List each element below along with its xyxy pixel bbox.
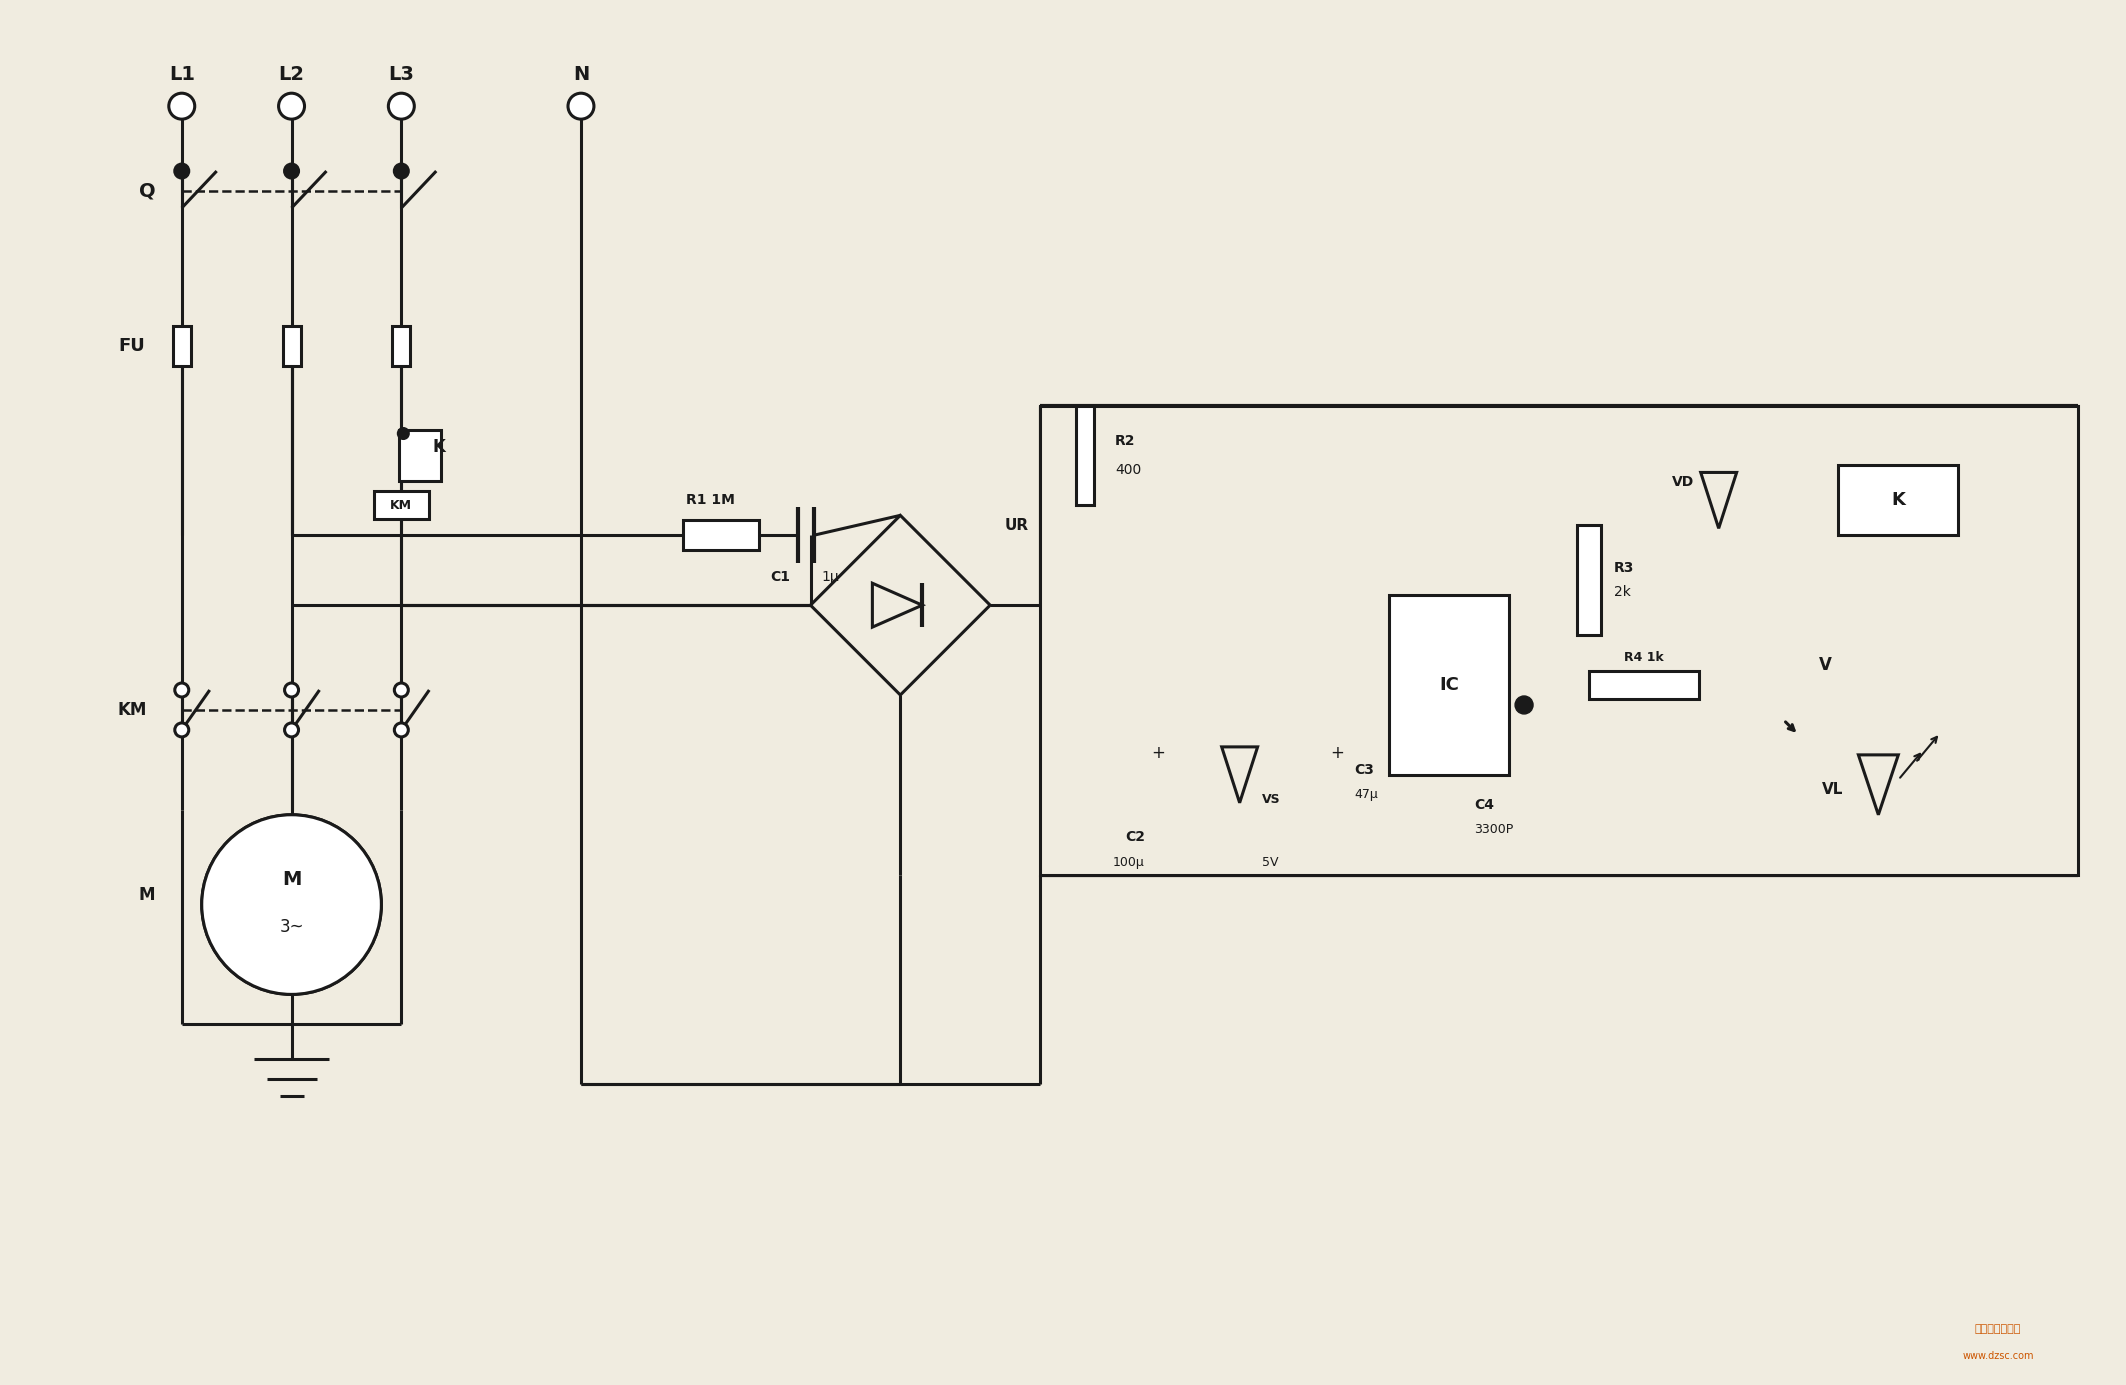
Circle shape	[398, 428, 408, 439]
Bar	[400, 429, 442, 482]
Text: VL: VL	[1822, 783, 1843, 798]
Circle shape	[174, 163, 189, 179]
Text: VD: VD	[1671, 475, 1694, 489]
Circle shape	[174, 723, 189, 737]
Bar	[682, 521, 759, 550]
Text: UR: UR	[1006, 518, 1029, 533]
Circle shape	[202, 814, 381, 994]
Bar	[1076, 406, 1095, 506]
Circle shape	[568, 93, 593, 119]
Bar	[1839, 465, 1958, 536]
Circle shape	[285, 163, 298, 179]
Circle shape	[279, 93, 304, 119]
Text: 2k: 2k	[1614, 586, 1631, 600]
Text: N: N	[572, 65, 589, 83]
Text: +: +	[1331, 744, 1344, 762]
Bar	[283, 325, 300, 366]
Text: R2: R2	[1114, 434, 1135, 447]
Circle shape	[393, 723, 408, 737]
Text: L2: L2	[279, 65, 304, 83]
Text: M: M	[283, 870, 302, 889]
Circle shape	[393, 163, 408, 179]
Bar	[374, 492, 429, 519]
Text: VS: VS	[1261, 794, 1280, 806]
Text: M: M	[138, 885, 155, 903]
Text: R3: R3	[1614, 561, 1635, 575]
Text: 3300P: 3300P	[1473, 823, 1514, 837]
Text: 5V: 5V	[1261, 856, 1278, 870]
Bar	[1588, 672, 1699, 699]
Text: Q: Q	[138, 181, 155, 201]
Bar	[1390, 596, 1509, 774]
Text: KM: KM	[391, 499, 412, 512]
Text: L1: L1	[168, 65, 196, 83]
Text: 1μ: 1μ	[821, 571, 840, 584]
Circle shape	[168, 93, 196, 119]
Text: V: V	[1818, 656, 1830, 674]
Text: K: K	[434, 439, 446, 457]
Text: www.dzsc.com: www.dzsc.com	[1962, 1350, 2035, 1360]
Text: FU: FU	[119, 337, 145, 355]
Text: R4 1k: R4 1k	[1624, 651, 1665, 663]
Text: 100μ: 100μ	[1114, 856, 1144, 870]
Text: KM: KM	[117, 701, 147, 719]
Circle shape	[393, 683, 408, 697]
Bar	[1040, 406, 2077, 875]
Bar	[172, 325, 191, 366]
Text: K: K	[1892, 492, 1905, 510]
Circle shape	[174, 683, 189, 697]
Circle shape	[202, 814, 381, 994]
Text: R1 1M: R1 1M	[687, 493, 736, 507]
Text: 3~: 3~	[279, 917, 304, 935]
Circle shape	[389, 93, 415, 119]
Text: +: +	[1150, 744, 1165, 762]
Text: 400: 400	[1114, 464, 1142, 478]
Text: C2: C2	[1125, 830, 1144, 843]
Text: 维库电子市场网: 维库电子市场网	[1975, 1324, 2022, 1334]
Text: C3: C3	[1354, 763, 1373, 777]
Text: C1: C1	[770, 571, 791, 584]
Text: C4: C4	[1473, 798, 1495, 812]
Text: 47μ: 47μ	[1354, 788, 1378, 802]
Circle shape	[1516, 697, 1533, 713]
Bar	[1577, 525, 1601, 636]
Text: IC: IC	[1439, 676, 1458, 694]
Circle shape	[285, 723, 298, 737]
Bar	[393, 325, 410, 366]
Text: L3: L3	[389, 65, 415, 83]
Circle shape	[285, 683, 298, 697]
